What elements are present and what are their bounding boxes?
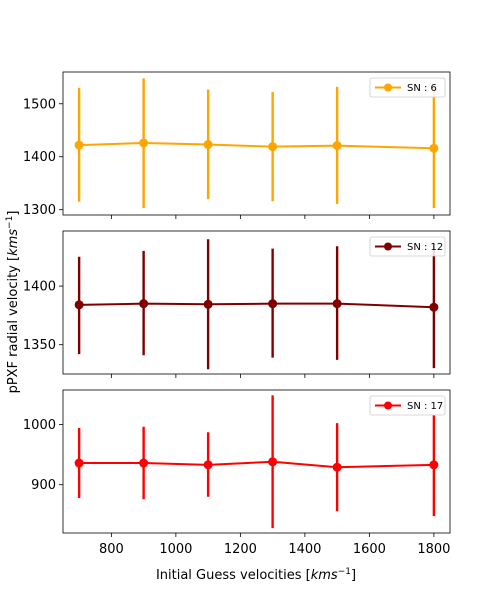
y-tick-label: 1000 — [23, 418, 56, 433]
chart-panels: 1300 1400 1500 SN : 6 1350 1400 SN : 12 900 1000… — [23, 71, 451, 537]
data-point — [268, 457, 278, 467]
data-point — [268, 142, 278, 152]
x-axis-label-text: Initial Guess velocities [ — [156, 568, 311, 583]
data-point — [139, 458, 149, 468]
panel-1: 1300 1400 1500 SN : 6 — [23, 71, 451, 219]
data-point — [268, 299, 278, 309]
data-point — [429, 143, 439, 153]
panel-frame — [62, 389, 451, 534]
y-tick-label: 1500 — [23, 97, 56, 112]
legend-label: SN : 12 — [407, 242, 443, 253]
y-tick-label: 1400 — [23, 150, 56, 165]
data-point — [429, 460, 439, 470]
data-point — [203, 299, 213, 309]
x-axis-label-end: ] — [351, 568, 356, 583]
panel-3: 900 1000 SN : 17 — [23, 389, 451, 537]
y-axis-label: pPXF radial velocity [kms−1] — [5, 211, 21, 394]
x-axis: 800 1000 1200 1400 1600 1800 — [99, 542, 450, 557]
y-tick-label: 900 — [31, 478, 56, 493]
data-point — [139, 138, 149, 148]
legend-box — [369, 395, 446, 416]
data-point — [74, 458, 84, 468]
legend-label: SN : 6 — [407, 83, 437, 94]
y-axis-label-unit: kms — [6, 229, 21, 256]
x-tick-label: 1000 — [159, 542, 192, 557]
y-tick-label: 1300 — [23, 203, 56, 218]
panel-frame — [62, 71, 451, 216]
x-axis-label-unit: kms — [311, 568, 338, 583]
legend: SN : 12 — [369, 236, 446, 257]
data-point — [332, 462, 342, 472]
data-point — [203, 140, 213, 150]
legend-box — [369, 236, 446, 257]
panel-2: 1350 1400 SN : 12 — [23, 230, 451, 378]
x-axis-label-exponent: −1 — [338, 567, 351, 577]
y-axis-label-end: ] — [6, 211, 21, 216]
data-point — [203, 460, 213, 470]
y-axis-label-exponent: −1 — [5, 216, 15, 229]
legend-marker — [384, 83, 392, 92]
data-point — [332, 141, 342, 151]
legend-box — [369, 77, 446, 98]
data-point — [139, 299, 149, 309]
x-tick-label: 800 — [99, 542, 124, 557]
x-tick-label: 1600 — [353, 542, 386, 557]
data-point — [429, 302, 439, 312]
data-point — [74, 140, 84, 150]
legend-marker — [384, 242, 392, 251]
series-line — [79, 302, 434, 309]
data-point — [332, 299, 342, 309]
series-line — [79, 141, 434, 150]
x-tick-label: 1400 — [288, 542, 321, 557]
legend: SN : 6 — [369, 77, 446, 98]
panel-frame — [62, 230, 451, 375]
x-tick-label: 1800 — [417, 542, 450, 557]
legend-label: SN : 17 — [407, 401, 443, 412]
series-line — [79, 460, 434, 469]
x-axis-label: Initial Guess velocities [kms−1] — [156, 567, 356, 583]
y-axis-label-text: pPXF radial velocity [ — [6, 256, 21, 394]
legend-marker — [384, 401, 392, 410]
legend: SN : 17 — [369, 395, 446, 416]
data-point — [74, 300, 84, 310]
x-tick-label: 1200 — [224, 542, 257, 557]
y-tick-label: 1400 — [23, 280, 56, 295]
y-tick-label: 1350 — [23, 338, 56, 353]
